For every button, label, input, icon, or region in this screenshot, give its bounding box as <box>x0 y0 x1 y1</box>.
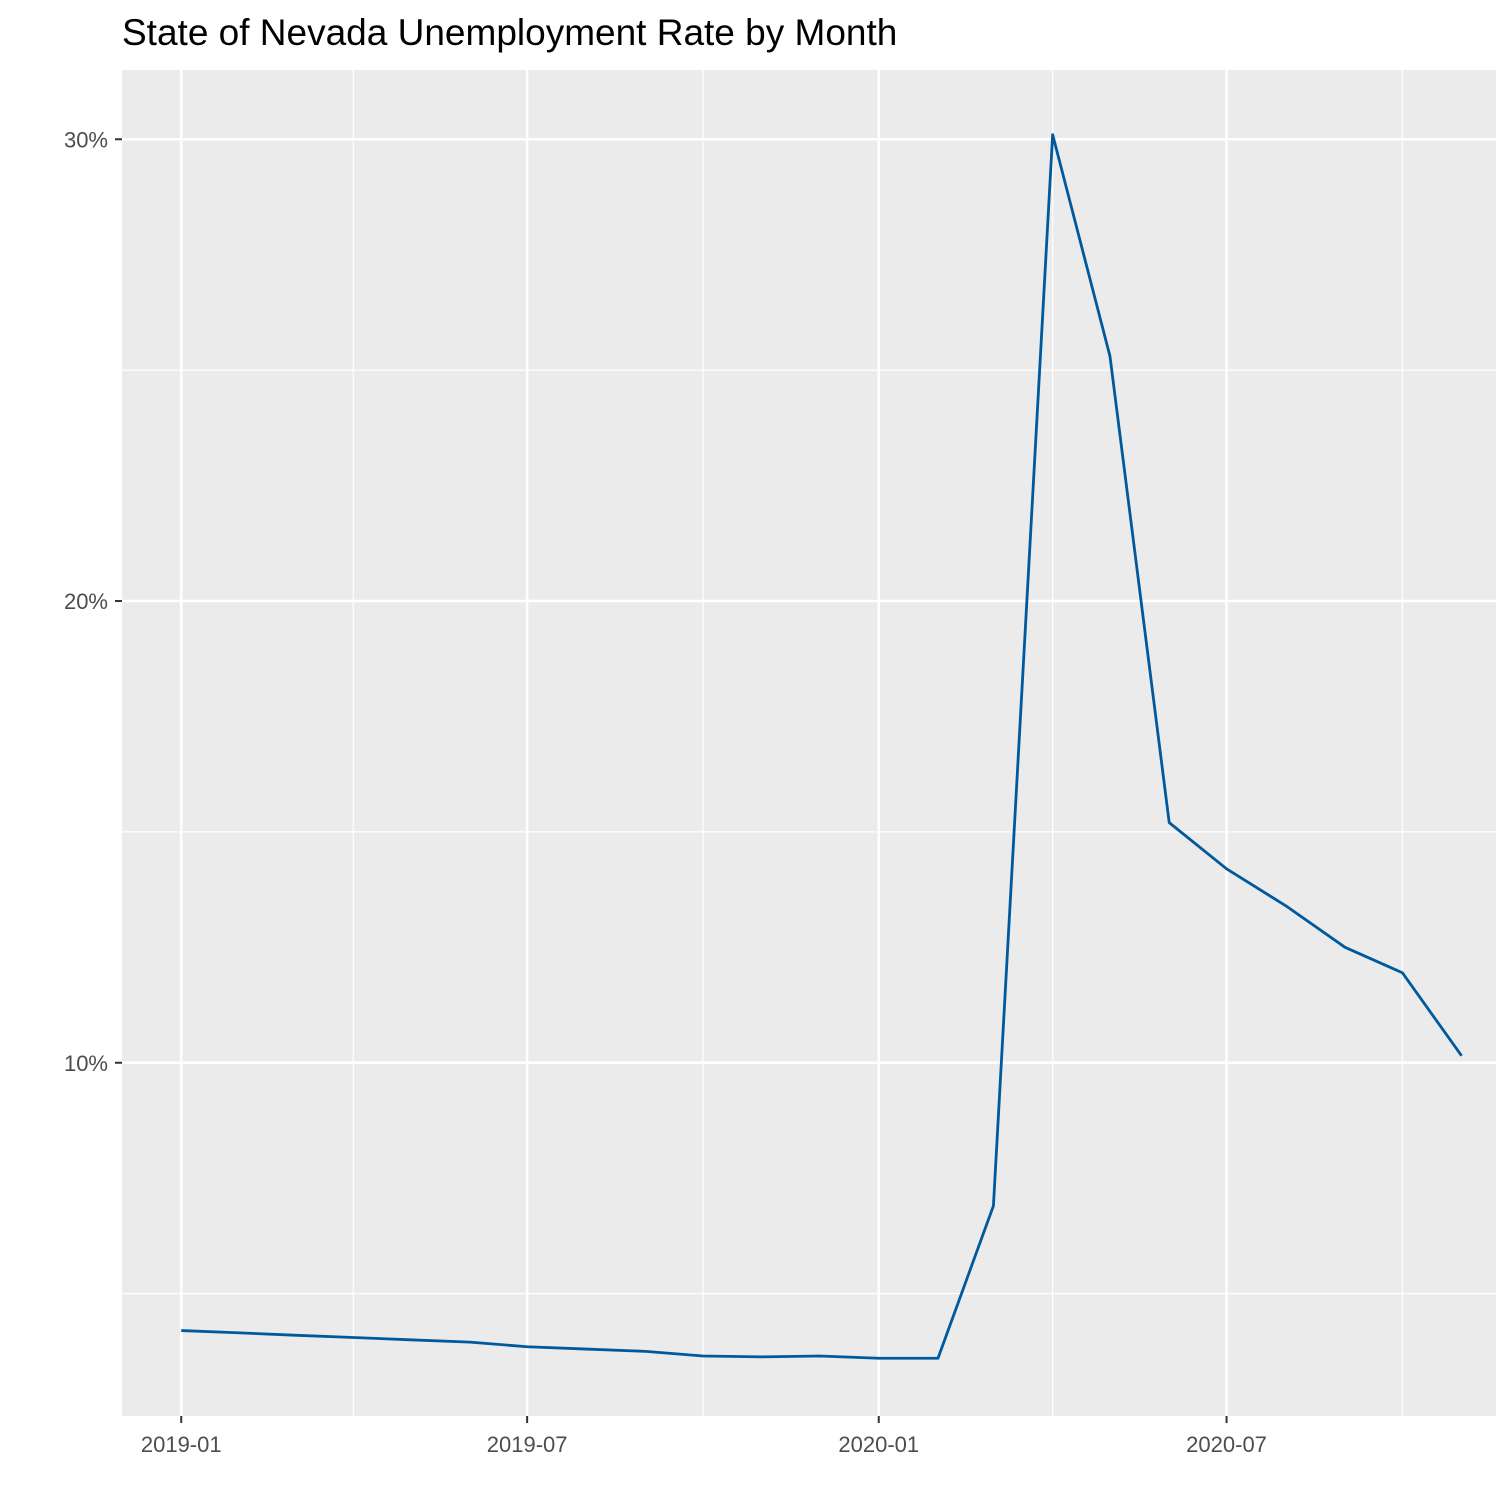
y-tick-label: 30% <box>64 127 108 152</box>
series-layer <box>181 133 1463 1360</box>
x-tick-label: 2019-07 <box>487 1432 568 1457</box>
x-tick-label: 2020-01 <box>838 1432 919 1457</box>
y-tick-label: 10% <box>64 1051 108 1076</box>
y-axis: 10% 20% 30% <box>64 127 122 1076</box>
chart-title: State of Nevada Unemployment Rate by Mon… <box>122 12 898 53</box>
plot-panel <box>122 70 1496 1416</box>
x-tick-label: 2019-01 <box>141 1432 222 1457</box>
minor-gridlines <box>122 70 1496 1416</box>
x-tick-label: 2020-07 <box>1186 1432 1267 1457</box>
major-gridlines <box>122 70 1496 1416</box>
unemployment-rate-line <box>181 133 1463 1360</box>
y-tick-label: 20% <box>64 589 108 614</box>
x-axis: 2019-01 2019-07 2020-01 2020-07 <box>141 1416 1267 1457</box>
